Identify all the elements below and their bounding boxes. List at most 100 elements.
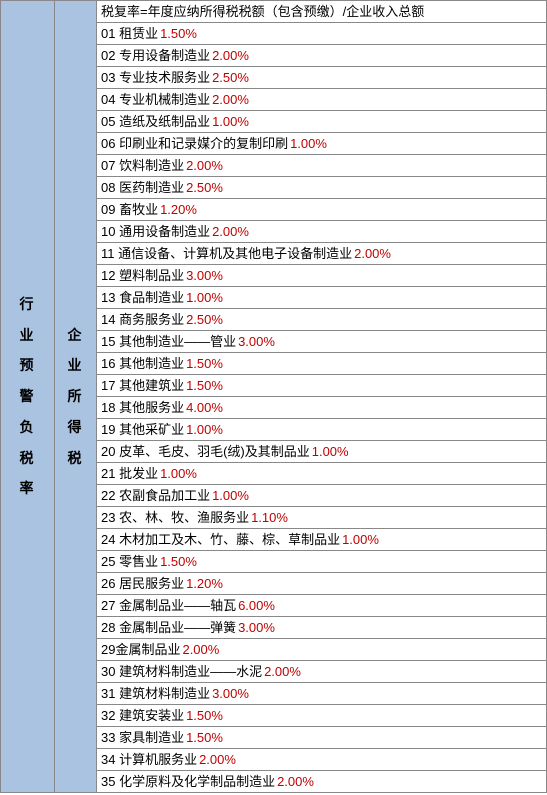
row-label: 12 塑料制品业 <box>101 267 184 284</box>
table-row: 31 建筑材料制造业 3.00% <box>97 683 546 705</box>
row-label: 35 化学原料及化学制品制造业 <box>101 773 275 790</box>
row-percent: 2.00% <box>354 245 391 262</box>
row-percent: 4.00% <box>186 399 223 416</box>
tax-rate-table: 行业预警负税率 企业所得税 税复率=年度应纳所得税税额（包含预缴）/企业收入总额… <box>0 0 547 793</box>
row-label: 32 建筑安装业 <box>101 707 184 724</box>
row-percent: 2.00% <box>212 91 249 108</box>
row-percent: 2.00% <box>277 773 314 790</box>
row-label: 10 通用设备制造业 <box>101 223 210 240</box>
row-percent: 2.50% <box>186 179 223 196</box>
row-percent: 2.00% <box>186 157 223 174</box>
row-percent: 1.10% <box>251 509 288 526</box>
table-row: 10 通用设备制造业 2.00% <box>97 221 546 243</box>
row-label: 11 通信设备、计算机及其他电子设备制造业 <box>101 245 352 262</box>
table-row: 03 专业技术服务业 2.50% <box>97 67 546 89</box>
row-label: 01 租赁业 <box>101 25 158 42</box>
table-row: 04 专业机械制造业 2.00% <box>97 89 546 111</box>
row-label: 17 其他建筑业 <box>101 377 184 394</box>
table-row: 05 造纸及纸制品业 1.00% <box>97 111 546 133</box>
table-row: 28 金属制品业——弹簧 3.00% <box>97 617 546 639</box>
row-percent: 1.50% <box>160 553 197 570</box>
row-percent: 2.00% <box>264 663 301 680</box>
row-percent: 1.50% <box>186 729 223 746</box>
table-row: 02 专用设备制造业 2.00% <box>97 45 546 67</box>
table-row: 08 医药制造业 2.50% <box>97 177 546 199</box>
row-percent: 1.50% <box>160 25 197 42</box>
col1-header: 行业预警负税率 <box>0 0 55 793</box>
table-row: 25 零售业 1.50% <box>97 551 546 573</box>
table-row: 18 其他服务业 4.00% <box>97 397 546 419</box>
row-percent: 2.00% <box>212 47 249 64</box>
row-percent: 1.00% <box>342 531 379 548</box>
row-label: 25 零售业 <box>101 553 158 570</box>
row-label: 14 商务服务业 <box>101 311 184 328</box>
row-label: 33 家具制造业 <box>101 729 184 746</box>
row-label: 15 其他制造业——管业 <box>101 333 236 350</box>
row-label: 23 农、林、牧、渔服务业 <box>101 509 249 526</box>
row-percent: 2.00% <box>182 641 219 658</box>
table-row: 33 家具制造业 1.50% <box>97 727 546 749</box>
row-percent: 1.00% <box>212 113 249 130</box>
row-label: 30 建筑材料制造业——水泥 <box>101 663 262 680</box>
table-row: 30 建筑材料制造业——水泥 2.00% <box>97 661 546 683</box>
table-row: 32 建筑安装业 1.50% <box>97 705 546 727</box>
table-row: 17 其他建筑业 1.50% <box>97 375 546 397</box>
table-row: 15 其他制造业——管业 3.00% <box>97 331 546 353</box>
table-row: 22 农副食品加工业 1.00% <box>97 485 546 507</box>
col2-label: 企业所得税 <box>68 320 84 474</box>
table-row: 26 居民服务业 1.20% <box>97 573 546 595</box>
table-row: 21 批发业 1.00% <box>97 463 546 485</box>
table-row: 20 皮革、毛皮、羽毛(绒)及其制品业 1.00% <box>97 441 546 463</box>
row-label: 16 其他制造业 <box>101 355 184 372</box>
table-row: 11 通信设备、计算机及其他电子设备制造业 2.00% <box>97 243 546 265</box>
row-percent: 1.20% <box>186 575 223 592</box>
row-percent: 2.00% <box>199 751 236 768</box>
row-label: 24 木材加工及木、竹、藤、棕、草制品业 <box>101 531 340 548</box>
table-row: 09 畜牧业 1.20% <box>97 199 546 221</box>
row-percent: 1.00% <box>186 289 223 306</box>
table-row: 01 租赁业 1.50% <box>97 23 546 45</box>
row-label: 07 饮料制造业 <box>101 157 184 174</box>
row-percent: 3.00% <box>238 333 275 350</box>
formula-row: 税复率=年度应纳所得税税额（包含预缴）/企业收入总额 <box>97 1 546 23</box>
row-label: 19 其他采矿业 <box>101 421 184 438</box>
row-label: 20 皮革、毛皮、羽毛(绒)及其制品业 <box>101 443 310 460</box>
table-row: 29金属制品业 2.00% <box>97 639 546 661</box>
table-row: 27 金属制品业——轴瓦 6.00% <box>97 595 546 617</box>
row-label: 13 食品制造业 <box>101 289 184 306</box>
row-label: 21 批发业 <box>101 465 158 482</box>
table-row: 12 塑料制品业 3.00% <box>97 265 546 287</box>
data-column: 税复率=年度应纳所得税税额（包含预缴）/企业收入总额 01 租赁业 1.50%0… <box>97 0 547 793</box>
row-percent: 3.00% <box>186 267 223 284</box>
row-percent: 1.50% <box>186 377 223 394</box>
row-percent: 1.00% <box>312 443 349 460</box>
row-label: 29金属制品业 <box>101 641 180 658</box>
row-percent: 1.20% <box>160 201 197 218</box>
row-label: 18 其他服务业 <box>101 399 184 416</box>
row-label: 06 印刷业和记录媒介的复制印刷 <box>101 135 288 152</box>
table-row: 13 食品制造业 1.00% <box>97 287 546 309</box>
row-percent: 6.00% <box>238 597 275 614</box>
row-percent: 1.00% <box>290 135 327 152</box>
row-percent: 1.50% <box>186 707 223 724</box>
table-row: 35 化学原料及化学制品制造业 2.00% <box>97 771 546 793</box>
row-percent: 3.00% <box>212 685 249 702</box>
row-label: 03 专业技术服务业 <box>101 69 210 86</box>
row-label: 26 居民服务业 <box>101 575 184 592</box>
row-label: 09 畜牧业 <box>101 201 158 218</box>
row-label: 08 医药制造业 <box>101 179 184 196</box>
row-percent: 1.00% <box>212 487 249 504</box>
row-percent: 1.00% <box>186 421 223 438</box>
row-percent: 2.50% <box>186 311 223 328</box>
col1-label: 行业预警负税率 <box>16 289 40 505</box>
col2-header: 企业所得税 <box>55 0 97 793</box>
row-label: 04 专业机械制造业 <box>101 91 210 108</box>
row-percent: 3.00% <box>238 619 275 636</box>
table-row: 23 农、林、牧、渔服务业 1.10% <box>97 507 546 529</box>
table-row: 14 商务服务业 2.50% <box>97 309 546 331</box>
row-label: 27 金属制品业——轴瓦 <box>101 597 236 614</box>
row-label: 22 农副食品加工业 <box>101 487 210 504</box>
row-label: 05 造纸及纸制品业 <box>101 113 210 130</box>
row-label: 28 金属制品业——弹簧 <box>101 619 236 636</box>
table-row: 24 木材加工及木、竹、藤、棕、草制品业 1.00% <box>97 529 546 551</box>
